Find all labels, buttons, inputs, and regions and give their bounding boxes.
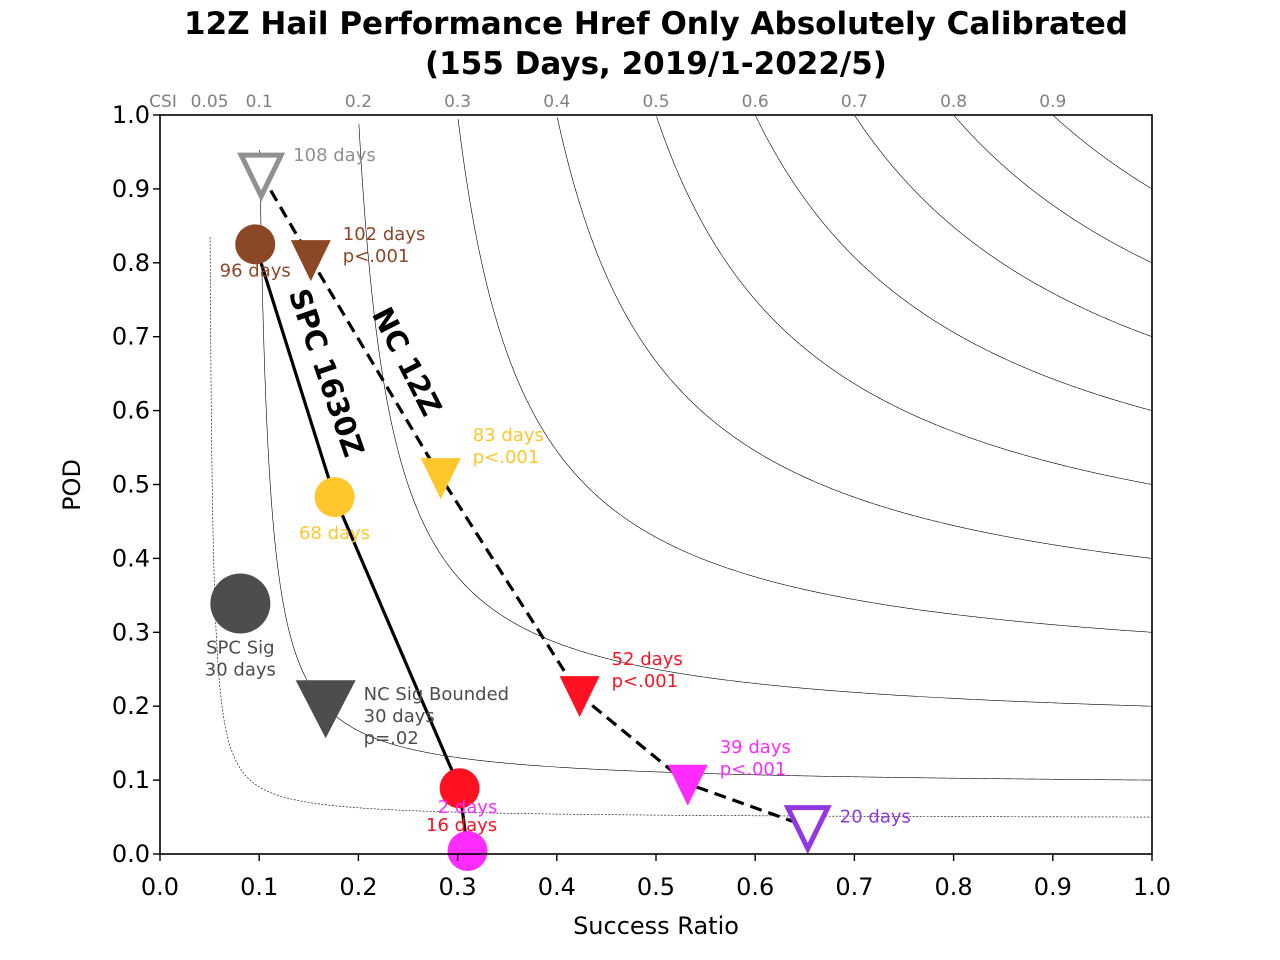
y-axis-label: POD bbox=[58, 459, 86, 511]
point-annotation-line: 96 days bbox=[220, 260, 291, 281]
y-tick-label: 0.1 bbox=[112, 766, 150, 794]
csi-contours bbox=[209, 115, 1153, 818]
x-axis: 0.0 0.1 0.2 0.3 0.4 0.5 0.6 0.7 0.8 0.9 1.0 bbox=[141, 854, 1171, 901]
point-annotation: NC Sig Bounded 30 days p=.02 bbox=[364, 684, 509, 749]
point-annotation-line: 83 days bbox=[473, 425, 544, 446]
data-point-triangle bbox=[667, 764, 708, 806]
csi-curve bbox=[656, 116, 1153, 485]
y-tick-label: 0.4 bbox=[112, 544, 150, 572]
point-annotation: SPC Sig 30 days bbox=[205, 637, 276, 680]
point-annotation-line: NC Sig Bounded bbox=[364, 684, 509, 705]
csi-labels: 0.05 0.1 0.2 0.3 0.4 0.5 0.6 0.7 0.8 0.9 CSI bbox=[149, 92, 1066, 112]
csi-curve bbox=[953, 115, 1153, 264]
y-tick-label: 0.9 bbox=[112, 175, 150, 203]
csi-axis-label: CSI bbox=[149, 92, 177, 112]
csi-curve bbox=[557, 117, 1153, 559]
x-tick-label: 0.7 bbox=[835, 873, 873, 901]
data-point-circle bbox=[235, 224, 276, 265]
y-tick-label: 0.5 bbox=[112, 471, 150, 499]
point-annotation-line: 39 days bbox=[720, 737, 791, 758]
y-tick-label: 0.3 bbox=[112, 618, 150, 646]
point-annotation: 20 days bbox=[840, 807, 911, 828]
chart-title-line-2: (155 Days, 2019/1-2022/5) bbox=[425, 46, 887, 82]
csi-curve bbox=[358, 124, 1153, 707]
x-tick-label: 0.3 bbox=[439, 873, 477, 901]
point-annotation: 96 days bbox=[220, 260, 291, 281]
data-point-circle bbox=[210, 573, 271, 634]
csi-tick-label: 0.5 bbox=[642, 92, 669, 112]
data-point-triangle bbox=[295, 680, 356, 739]
point-annotation-line: p<.001 bbox=[343, 246, 410, 267]
y-tick-label: 0.2 bbox=[112, 692, 150, 720]
csi-curve bbox=[755, 115, 1153, 411]
point-annotation: 108 days bbox=[293, 145, 376, 166]
csi-curve bbox=[457, 119, 1153, 633]
csi-tick-label: 0.4 bbox=[543, 92, 570, 112]
y-tick-label: 1.0 bbox=[112, 101, 150, 129]
csi-curve bbox=[209, 237, 1153, 818]
plot-frame bbox=[159, 114, 1153, 855]
point-annotation-line: p<.001 bbox=[473, 447, 540, 468]
data-point-triangle bbox=[237, 152, 286, 202]
y-tick-label: 0.0 bbox=[112, 840, 150, 868]
csi-curve bbox=[1053, 115, 1153, 190]
point-annotation: 83 days p<.001 bbox=[473, 425, 544, 468]
point-annotation-line: 20 days bbox=[840, 807, 911, 828]
y-tick-label: 0.6 bbox=[112, 397, 150, 425]
x-tick-label: 0.1 bbox=[240, 873, 278, 901]
point-annotation-line: 30 days bbox=[205, 659, 276, 680]
point-annotation: 52 days p<.001 bbox=[612, 649, 683, 692]
chart-title-line-1: 12Z Hail Performance Href Only Absolutel… bbox=[184, 6, 1128, 42]
point-annotation: 102 days p<.001 bbox=[343, 224, 426, 267]
point-annotation-line: 16 days bbox=[426, 815, 497, 836]
data-point-triangle bbox=[420, 458, 461, 500]
x-tick-label: 0.5 bbox=[637, 873, 675, 901]
csi-tick-label: 0.2 bbox=[345, 92, 372, 112]
data-point-circle bbox=[439, 768, 480, 809]
y-axis: 0.0 0.1 0.2 0.3 0.4 0.5 0.6 0.7 0.8 0.9 1.0 bbox=[112, 101, 160, 868]
y-tick-label: 0.8 bbox=[112, 249, 150, 277]
series-markers bbox=[210, 152, 832, 872]
x-tick-label: 0.6 bbox=[736, 873, 774, 901]
data-point-circle bbox=[447, 831, 488, 872]
point-annotation-line: 30 days bbox=[364, 706, 435, 727]
csi-tick-label: 0.7 bbox=[841, 92, 868, 112]
csi-tick-label: 0.6 bbox=[742, 92, 769, 112]
point-annotation-line: SPC Sig bbox=[206, 637, 274, 658]
x-axis-label: Success Ratio bbox=[573, 912, 739, 940]
point-annotation-line: 2 days bbox=[438, 797, 498, 818]
point-annotation-line: 52 days bbox=[612, 649, 683, 670]
data-point-circle bbox=[314, 477, 355, 518]
csi-curve bbox=[854, 115, 1153, 337]
x-tick-label: 0.4 bbox=[538, 873, 576, 901]
csi-tick-label: 0.1 bbox=[246, 92, 273, 112]
point-annotation-line: 108 days bbox=[293, 145, 376, 166]
y-tick-label: 0.7 bbox=[112, 323, 150, 351]
x-tick-label: 0.0 bbox=[141, 873, 179, 901]
point-annotation-line: p<.001 bbox=[612, 671, 679, 692]
x-tick-label: 1.0 bbox=[1133, 873, 1171, 901]
data-point-triangle bbox=[783, 805, 832, 855]
point-annotation-line: 68 days bbox=[299, 523, 370, 544]
csi-tick-label: 0.05 bbox=[191, 92, 229, 112]
point-annotation: 16 days bbox=[426, 815, 497, 836]
point-annotation-line: p=.02 bbox=[364, 728, 419, 749]
series-line bbox=[253, 243, 470, 852]
csi-tick-label: 0.8 bbox=[940, 92, 967, 112]
data-point-triangle bbox=[559, 676, 600, 718]
csi-tick-label: 0.3 bbox=[444, 92, 471, 112]
point-annotation-line: p<.001 bbox=[720, 759, 787, 780]
x-tick-label: 0.8 bbox=[935, 873, 973, 901]
data-point-triangle bbox=[290, 240, 331, 282]
point-annotation: 39 days p<.001 bbox=[720, 737, 791, 780]
csi-tick-label: 0.9 bbox=[1039, 92, 1066, 112]
x-tick-label: 0.2 bbox=[339, 873, 377, 901]
point-annotation-line: 102 days bbox=[343, 224, 426, 245]
x-tick-label: 0.9 bbox=[1034, 873, 1072, 901]
point-annotation: 2 days bbox=[438, 797, 498, 818]
series-label-nc-12z: NC 12Z bbox=[365, 302, 448, 422]
point-annotation: 68 days bbox=[299, 523, 370, 544]
